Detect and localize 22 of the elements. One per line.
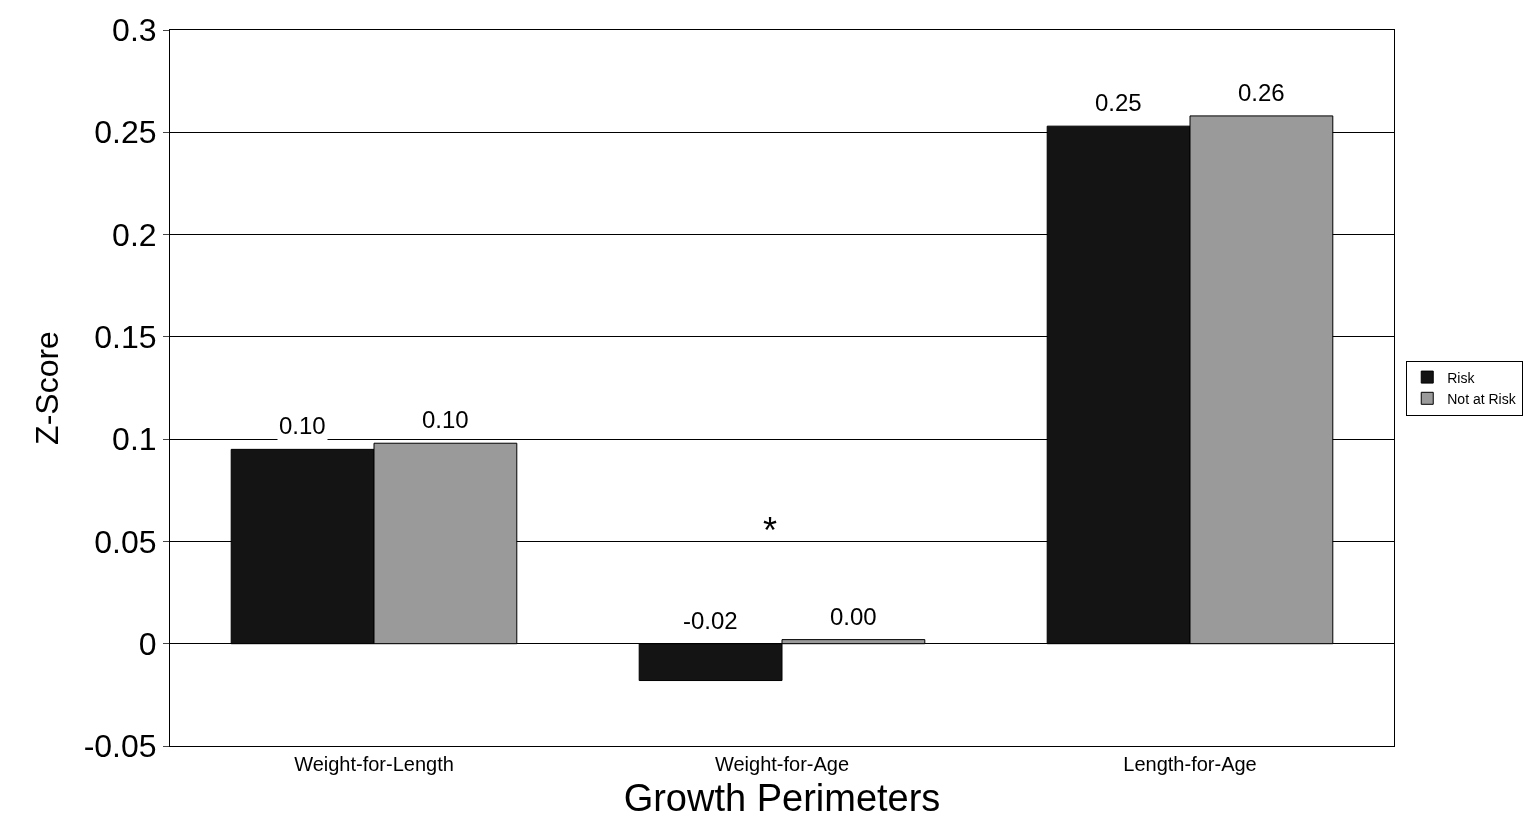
legend-label: Risk bbox=[1447, 369, 1476, 386]
x-tick-label: Weight-for-Age bbox=[714, 753, 850, 775]
data-label: 0.25 bbox=[1095, 89, 1142, 116]
y-tick-label: 0.3 bbox=[112, 12, 157, 49]
y-tick-label: -0.05 bbox=[83, 728, 157, 765]
y-tick-label: 0.05 bbox=[94, 523, 157, 560]
x-axis-title: Growth Perimeters bbox=[623, 777, 941, 820]
y-tick-label: 0.15 bbox=[94, 319, 157, 356]
y-axis-title: Z-Score bbox=[28, 331, 65, 445]
legend-label: Not at Risk bbox=[1447, 390, 1517, 407]
y-tick-label: 0.1 bbox=[112, 421, 157, 458]
x-tick-label: Length-for-Age bbox=[1123, 753, 1257, 775]
data-label: 0.26 bbox=[1238, 79, 1285, 106]
data-label: 0.10 bbox=[422, 406, 469, 433]
y-tick-label: 0 bbox=[138, 625, 157, 662]
data-label: -0.02 bbox=[683, 607, 738, 634]
annotation: * bbox=[763, 510, 778, 551]
data-label: 0.00 bbox=[830, 603, 877, 630]
y-tick-label: 0.2 bbox=[112, 216, 157, 253]
x-tick-label: Weight-for-Length bbox=[294, 753, 454, 775]
y-tick-label: 0.25 bbox=[94, 114, 157, 151]
data-label: 0.10 bbox=[279, 412, 326, 439]
